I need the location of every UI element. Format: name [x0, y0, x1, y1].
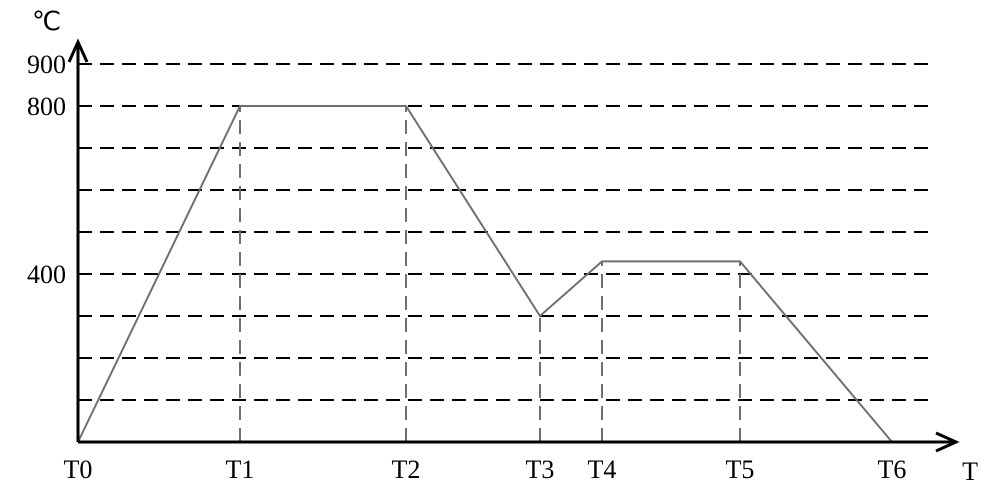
y-tick-label: 400	[27, 260, 66, 289]
x-tick-label: T1	[226, 455, 255, 484]
y-tick-label: 800	[27, 92, 66, 121]
x-tick-label: T3	[526, 455, 555, 484]
x-tick-label: T5	[726, 455, 755, 484]
x-axis-label: T	[962, 457, 978, 486]
chart-svg: 400 800 900 ℃ T0 T1 T2 T3 T4 T5 T6 T	[0, 0, 1000, 502]
x-tick-label: T4	[588, 455, 617, 484]
x-tick-label: T0	[64, 455, 93, 484]
x-tick-label: T2	[392, 455, 421, 484]
y-axis-unit-label: ℃	[32, 7, 61, 36]
y-tick-label: 900	[27, 50, 66, 79]
x-tick-label: T6	[878, 455, 907, 484]
temperature-profile-chart: 400 800 900 ℃ T0 T1 T2 T3 T4 T5 T6 T	[0, 0, 1000, 502]
